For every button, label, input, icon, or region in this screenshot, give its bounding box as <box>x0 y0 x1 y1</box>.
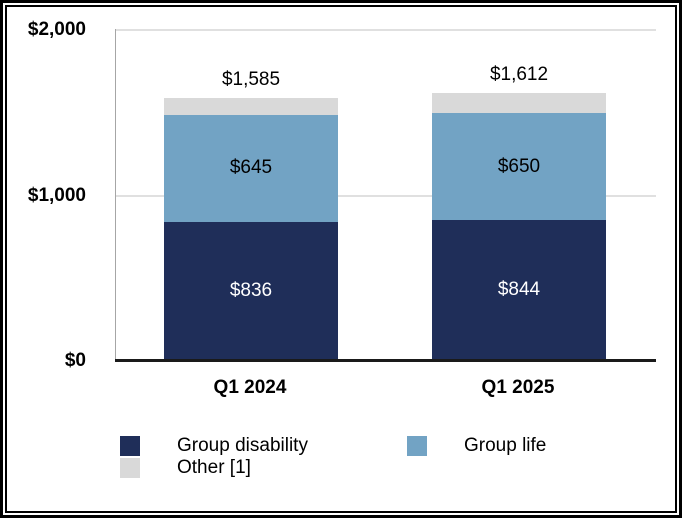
segment-value-label-group-life-q1-2024: $645 <box>229 157 273 179</box>
bar-total-label-q1-2024: $1,585 <box>221 68 281 90</box>
legend-item-group-disability: Group disability <box>120 436 308 456</box>
bar-segment-group-life-q1-2025: $650 <box>432 112 606 221</box>
gridline-2000 <box>116 29 656 31</box>
legend-label-group-disability: Group disability <box>177 435 308 456</box>
legend-swatch-group-disability <box>120 436 140 456</box>
x-axis-line <box>115 359 656 362</box>
bar-total-label-q1-2025: $1,612 <box>489 64 549 86</box>
legend-swatch-group-life <box>407 436 427 456</box>
legend-item-group-life: Group life <box>407 436 546 456</box>
segment-value-label-group-disability-q1-2025: $844 <box>497 279 541 301</box>
gridline-1000 <box>116 195 656 197</box>
bar-segment-group-life-q1-2024: $645 <box>164 114 338 222</box>
bar-segment-group-disability-q1-2024: $836 <box>164 221 338 360</box>
legend-item-other: Other [1] <box>120 458 251 478</box>
bar-segment-other-1-q1-2024 <box>164 97 338 115</box>
bar-segment-other-1-q1-2025 <box>432 93 606 113</box>
category-label-q1-2025: Q1 2025 <box>481 377 555 398</box>
y-axis-tick-2000: $2,000 <box>27 19 86 40</box>
y-axis-tick-1000: $1,000 <box>27 185 86 206</box>
segment-value-label-group-life-q1-2025: $650 <box>497 155 541 177</box>
legend-label-other: Other [1] <box>177 457 251 478</box>
legend-swatch-other <box>120 458 140 478</box>
y-axis-tick-0: $0 <box>64 350 86 371</box>
category-label-q1-2024: Q1 2024 <box>213 377 287 398</box>
legend-label-group-life: Group life <box>464 435 547 456</box>
bar-segment-group-disability-q1-2025: $844 <box>432 220 606 360</box>
plot-area: $836 $645 $1,585 $844 $650 $1,612 <box>115 29 656 360</box>
segment-value-label-group-disability-q1-2024: $836 <box>229 279 273 301</box>
